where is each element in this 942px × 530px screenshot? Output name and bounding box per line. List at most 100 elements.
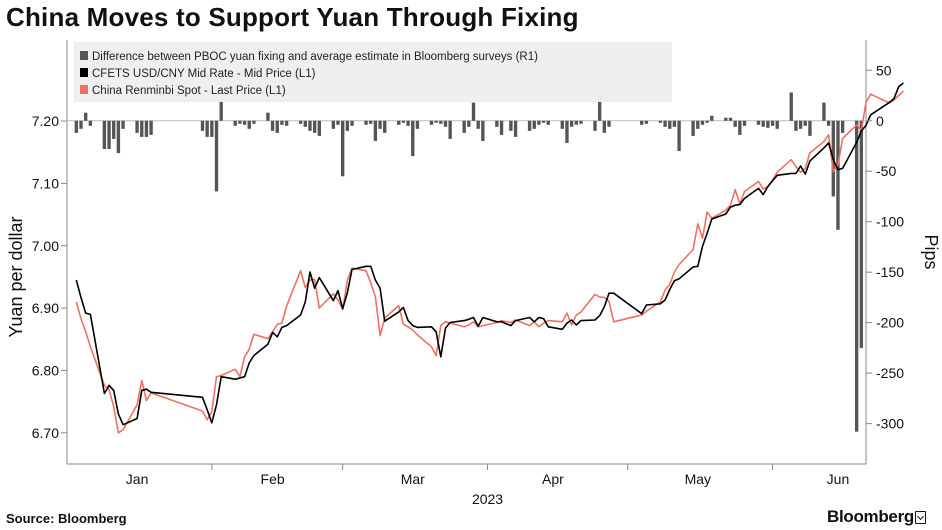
right-tick-label-1: 0 xyxy=(876,113,884,129)
pips-bar-86 xyxy=(705,120,709,123)
right-tick-label-0: 50 xyxy=(876,62,892,78)
pips-bar-68 xyxy=(565,120,569,143)
x-tick-label-2: Mar xyxy=(401,471,425,487)
pips-bar-40 xyxy=(373,120,378,141)
pips-bar-15 xyxy=(210,120,214,137)
pips-bar-17 xyxy=(219,100,223,121)
pips-bar-14 xyxy=(205,120,209,137)
pips-bar-97 xyxy=(775,120,779,129)
pips-bar-27 xyxy=(284,120,289,126)
pips-bar-82 xyxy=(677,120,681,152)
pips-bar-77 xyxy=(644,120,649,124)
spot-price-line xyxy=(75,90,904,434)
pips-bar-73 xyxy=(597,94,602,121)
x-tick-label-5: Jun xyxy=(827,471,850,487)
pips-bar-18 xyxy=(233,120,237,126)
pips-bar-6 xyxy=(112,120,116,139)
pips-bar-79 xyxy=(663,120,667,127)
pips-bar-7 xyxy=(116,120,121,154)
pips-bar-20 xyxy=(242,120,247,125)
pips-bar-107 xyxy=(840,120,845,133)
pips-bar-93 xyxy=(756,120,761,125)
right-tick-label-2: -50 xyxy=(876,163,896,179)
pips-bar-28 xyxy=(298,120,303,124)
pips-bar-72 xyxy=(593,120,597,131)
pips-bar-70 xyxy=(574,120,578,125)
left-tick-label-5: 7.20 xyxy=(32,113,59,129)
pips-bar-103 xyxy=(822,102,826,121)
pips-bar-35 xyxy=(340,120,345,177)
pips-bar-54 xyxy=(467,120,471,127)
pips-bar-21 xyxy=(247,120,251,129)
pips-bar-109 xyxy=(859,120,864,348)
pips-bar-95 xyxy=(766,120,770,128)
x-tick-label-1: Feb xyxy=(261,471,285,487)
pips-bar-33 xyxy=(331,120,336,129)
pips-bar-100 xyxy=(798,120,803,129)
pips-bar-71 xyxy=(579,120,583,124)
brand-logo: Bloomberg xyxy=(826,507,914,526)
pips-bar-52 xyxy=(448,120,452,139)
pips-bar-78 xyxy=(658,120,663,123)
pips-bar-31 xyxy=(312,120,317,133)
left-tick-label-4: 7.10 xyxy=(32,175,59,191)
left-tick-label-0: 6.70 xyxy=(32,425,59,441)
pips-bar-12 xyxy=(149,120,153,135)
pips-bar-101 xyxy=(803,120,807,126)
pips-bar-62 xyxy=(527,120,532,131)
pips-bar-25 xyxy=(275,120,279,133)
pips-bar-13 xyxy=(200,120,205,131)
x-tick-label-3: Apr xyxy=(542,471,564,487)
legend-swatch-2 xyxy=(80,85,88,94)
pips-bar-55 xyxy=(471,102,476,121)
pips-bar-37 xyxy=(350,120,354,126)
pips-bar-66 xyxy=(546,120,550,125)
legend-label-0: Difference between PBOC yuan fixing and … xyxy=(92,51,538,63)
right-axis: 50 0 -50 -100 -150 -200 -250 -300 Pips xyxy=(866,62,941,432)
pips-bar-69 xyxy=(569,120,574,127)
chart-title: China Moves to Support Yuan Through Fixi… xyxy=(6,2,579,32)
pips-bar-32 xyxy=(317,120,321,136)
pips-bar-0 xyxy=(74,120,79,133)
pips-bar-30 xyxy=(308,120,312,131)
pips-bar-34 xyxy=(336,120,340,125)
pips-bar-74 xyxy=(602,120,607,133)
pips-bar-58 xyxy=(495,120,499,127)
pips-bars xyxy=(74,92,864,432)
pips-bar-88 xyxy=(724,117,728,121)
pips-bar-89 xyxy=(728,117,733,121)
pips-bar-47 xyxy=(415,120,420,129)
legend-label-1: CFETS USD/CNY Mid Rate - Mid Price (L1) xyxy=(92,68,316,80)
pips-bar-65 xyxy=(541,120,546,123)
legend-swatch-0 xyxy=(80,51,88,60)
pips-bar-99 xyxy=(794,120,798,131)
pips-bar-91 xyxy=(738,120,742,135)
pips-bar-56 xyxy=(476,120,480,129)
pips-bar-49 xyxy=(434,120,438,123)
rate-lines xyxy=(75,82,904,434)
pips-bar-75 xyxy=(607,120,611,127)
plot-frame xyxy=(66,40,867,465)
legend-label-2: China Renminbi Spot - Last Price (L1) xyxy=(92,85,286,97)
pips-bar-3 xyxy=(88,120,93,126)
pips-bar-76 xyxy=(640,120,644,125)
legend-swatch-1 xyxy=(80,68,88,77)
pips-bar-57 xyxy=(481,120,485,141)
left-axis: 6.70 6.80 6.90 7.00 7.10 7.20 Yuan per dollar xyxy=(6,113,67,441)
left-tick-label-3: 7.00 xyxy=(32,238,59,254)
pips-bar-85 xyxy=(700,120,705,125)
pips-bar-23 xyxy=(266,112,270,121)
pips-bar-36 xyxy=(345,120,350,131)
pips-bar-80 xyxy=(668,120,672,129)
pips-bar-90 xyxy=(733,120,737,127)
x-tick-label-0: Jan xyxy=(126,471,149,487)
pips-bar-46 xyxy=(411,120,415,157)
pips-bar-51 xyxy=(443,120,448,127)
pips-bar-94 xyxy=(761,120,765,127)
right-tick-label-3: -100 xyxy=(876,214,904,230)
pips-bar-108 xyxy=(854,120,859,432)
pips-bar-96 xyxy=(770,120,775,126)
left-tick-label-2: 6.90 xyxy=(32,300,59,316)
left-tick-label-1: 6.80 xyxy=(32,362,59,378)
right-axis-title: Pips xyxy=(921,234,941,269)
